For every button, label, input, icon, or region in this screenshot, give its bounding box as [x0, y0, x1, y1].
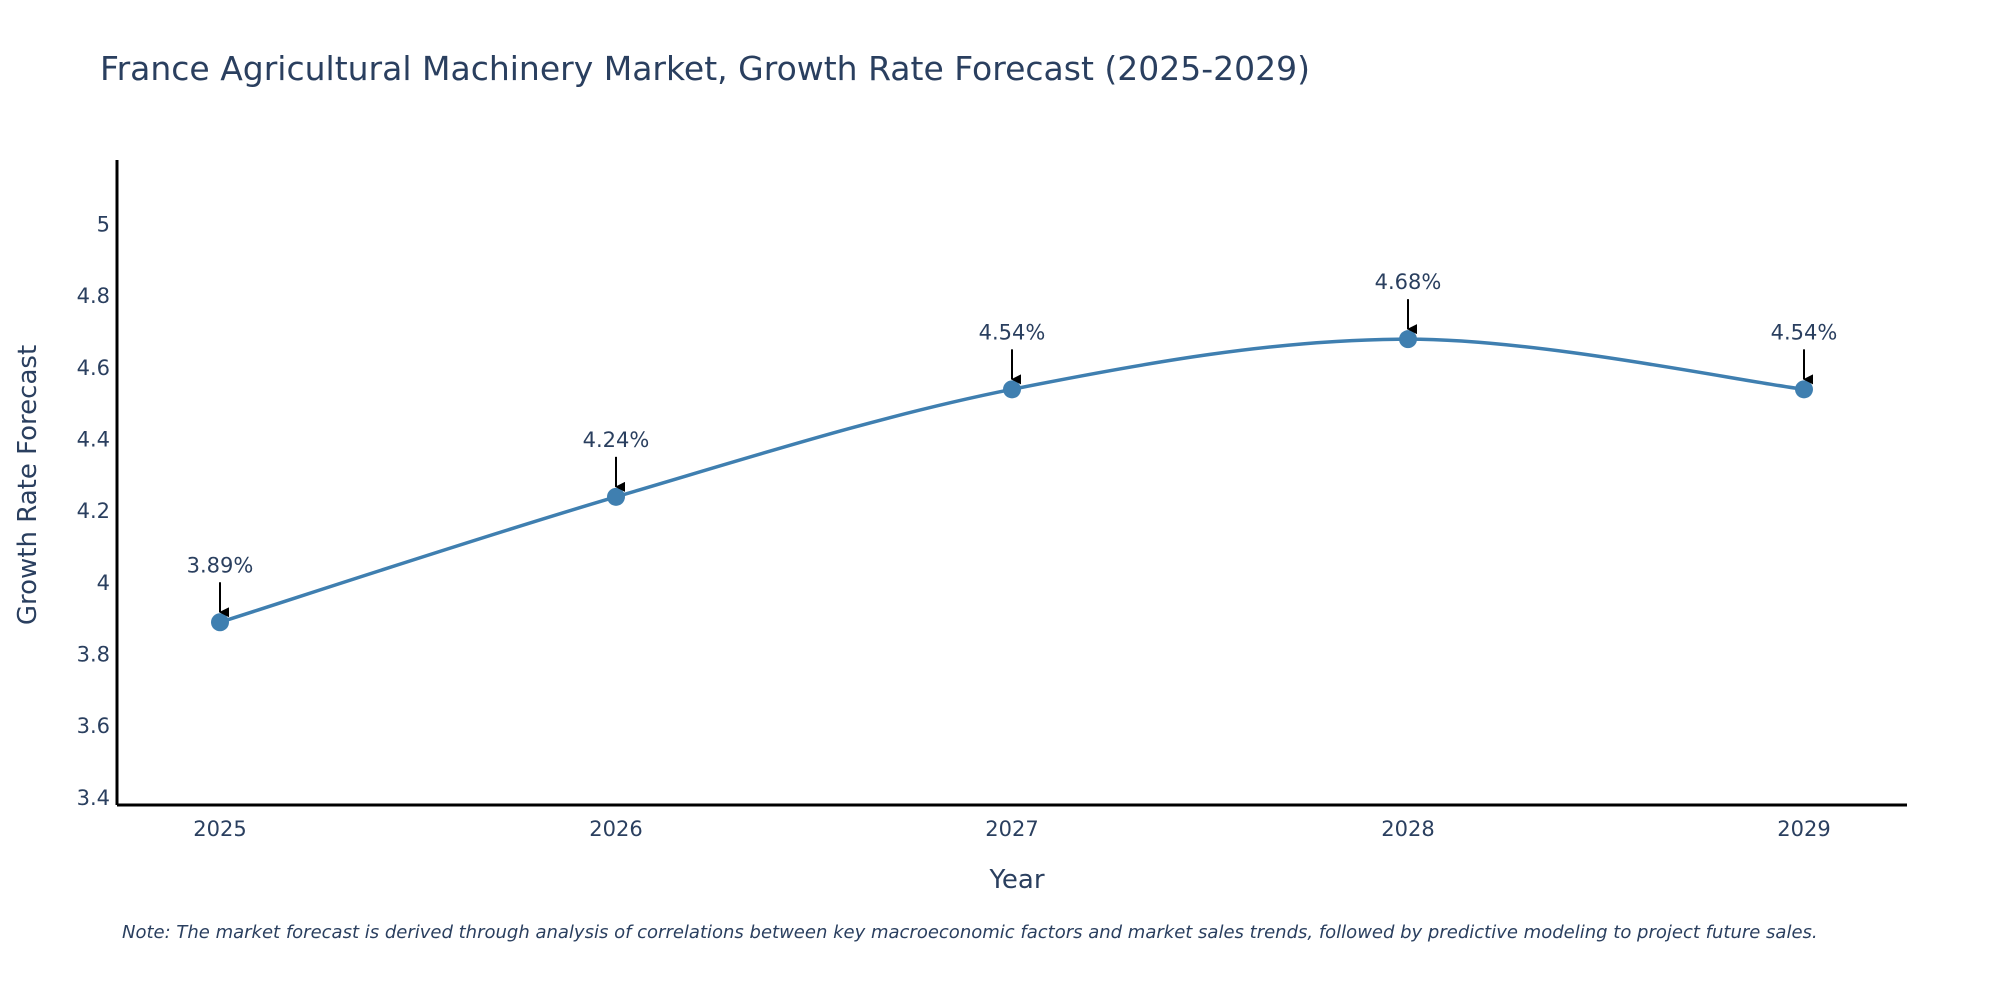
data-point — [1399, 330, 1417, 349]
x-tick-label: 2029 — [1777, 817, 1830, 841]
x-axis-ticks: 2025 2026 2027 2028 2029 — [193, 817, 1830, 841]
data-label: 4.24% — [583, 428, 650, 452]
y-tick-label: 4.4 — [77, 428, 110, 452]
y-tick-label: 5 — [97, 213, 110, 237]
y-tick-label: 3.4 — [77, 786, 110, 810]
y-tick-label: 3.8 — [77, 643, 110, 667]
y-axis-title: Growth Rate Forecast — [13, 345, 43, 625]
data-markers — [211, 330, 1813, 632]
x-tick-label: 2025 — [193, 817, 246, 841]
x-tick-label: 2027 — [985, 817, 1038, 841]
x-axis-title: Year — [988, 865, 1044, 895]
data-annotations: 3.89% 4.24% 4.54% 4.68% 4.54% — [187, 270, 1838, 618]
y-tick-label: 4.8 — [77, 284, 110, 308]
data-point — [1003, 380, 1021, 399]
data-label: 4.54% — [979, 320, 1046, 344]
y-tick-label: 3.6 — [77, 714, 110, 738]
chart-note: Note: The market forecast is derived thr… — [122, 922, 1818, 943]
data-label: 4.68% — [1375, 270, 1442, 294]
x-tick-label: 2028 — [1381, 817, 1434, 841]
data-point — [211, 613, 229, 632]
y-tick-label: 4 — [97, 571, 110, 595]
x-tick-label: 2026 — [589, 817, 642, 841]
chart-title: France Agricultural Machinery Market, Gr… — [100, 49, 1310, 88]
y-tick-label: 4.6 — [77, 356, 110, 380]
y-tick-label: 4.2 — [77, 499, 110, 523]
data-label: 3.89% — [187, 553, 254, 577]
y-axis-ticks: 3.4 3.6 3.8 4 4.2 4.4 4.6 4.8 5 — [77, 213, 110, 810]
data-point — [607, 487, 625, 506]
data-point — [1795, 380, 1813, 399]
data-label: 4.54% — [1771, 320, 1838, 344]
